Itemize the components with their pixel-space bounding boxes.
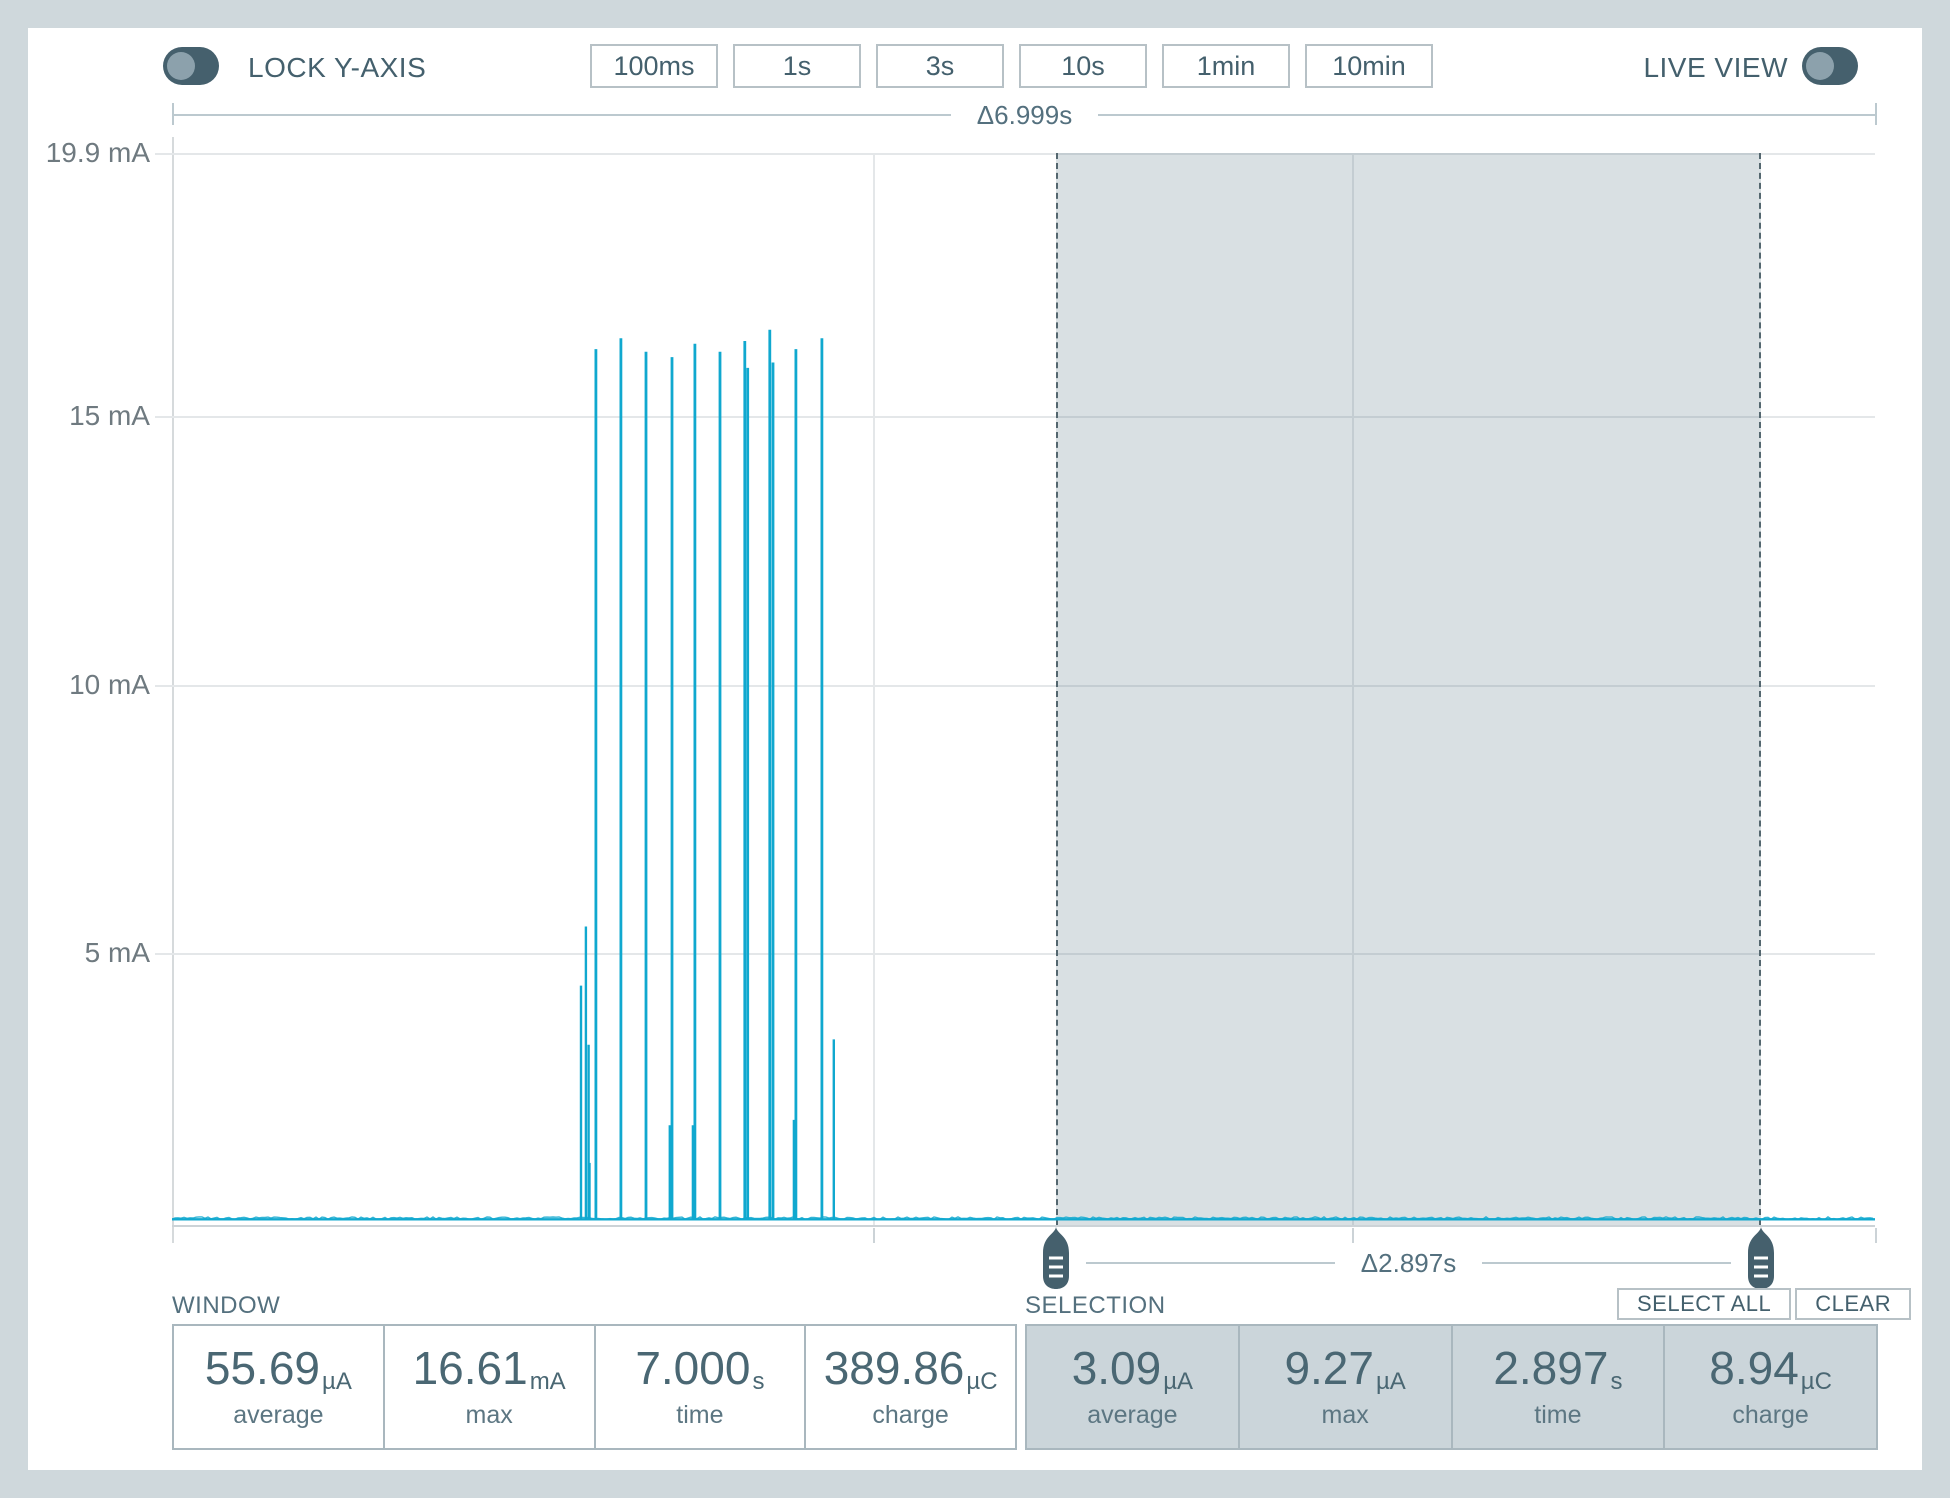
select-all-button[interactable]: SELECT ALL: [1617, 1288, 1792, 1320]
stat-charge: 8.94µC charge: [1663, 1326, 1876, 1448]
selection-region[interactable]: [1056, 153, 1761, 1225]
time-window-button-10s[interactable]: 10s: [1019, 44, 1147, 88]
stat-unit: mA: [529, 1367, 566, 1395]
y-axis-tick-label: 19.9 mA: [45, 137, 150, 168]
x-axis-tick: [873, 1228, 875, 1243]
current-chart-plot-area[interactable]: [155, 153, 1875, 1227]
gridline-15mA: [155, 416, 1875, 418]
stat-value: 7.000s: [635, 1341, 765, 1395]
stat-value: 16.61mA: [412, 1341, 566, 1395]
window-stats-row: 55.69µA average 16.61mA max 7.000s time 389.86…: [172, 1324, 1017, 1450]
stat-unit: µC: [1800, 1367, 1832, 1395]
stat-label: max: [465, 1400, 513, 1429]
ruler-end-tick: [172, 103, 174, 125]
selection-duration-label: Δ2.897s: [1360, 1247, 1457, 1278]
selection-duration-ruler: Δ2.897s: [1086, 1247, 1731, 1278]
selection-stats-row: 3.09µA average 9.27µA max 2.897s time 8.94µC ch…: [1025, 1324, 1878, 1450]
stat-time: 2.897s time: [1450, 1326, 1664, 1448]
live-view-label: LIVE VIEW: [1643, 52, 1788, 83]
lock-y-axis-label: LOCK Y-AXIS: [248, 52, 427, 83]
stat-unit: µC: [966, 1367, 998, 1395]
time-window-button-10min[interactable]: 10min: [1305, 44, 1433, 88]
gridline-19.9mA: [155, 153, 1875, 155]
window-duration-label: Δ6.999s: [976, 99, 1073, 130]
y-axis-tick-label: 5 mA: [84, 937, 150, 968]
stat-value: 8.94µC: [1709, 1341, 1832, 1395]
time-window-button-3s[interactable]: 3s: [876, 44, 1004, 88]
lock-y-axis-toggle[interactable]: [163, 47, 219, 85]
stat-value: 9.27µA: [1284, 1341, 1406, 1395]
stat-label: max: [1321, 1400, 1369, 1429]
stat-value: 2.897s: [1493, 1341, 1623, 1395]
stat-label: charge: [1732, 1400, 1809, 1429]
toggle-knob-icon: [1806, 52, 1834, 80]
time-window-button-1s[interactable]: 1s: [733, 44, 861, 88]
stat-unit: s: [1610, 1367, 1623, 1395]
chart-panel: [28, 28, 1922, 1470]
stat-time: 7.000s time: [593, 1326, 805, 1448]
ruler-line: [1086, 1262, 1335, 1264]
y-axis-tick-label: 15 mA: [69, 400, 150, 431]
selection-actions: SELECT ALL CLEAR: [1617, 1288, 1912, 1320]
y-axis-line: [172, 137, 174, 1243]
stat-unit: µA: [322, 1367, 352, 1395]
ruler-line: [1098, 114, 1877, 116]
window-section-title: WINDOW: [172, 1292, 281, 1319]
y-axis-tick-label: 10 mA: [69, 669, 150, 700]
stat-average: 3.09µA average: [1027, 1326, 1238, 1448]
time-window-button-group: 100ms 1s 3s 10s 1min 10min: [590, 44, 1433, 88]
gridline-5mA: [155, 953, 1875, 955]
vertical-gridline: [873, 153, 875, 1225]
stat-label: time: [676, 1400, 724, 1429]
stat-average: 55.69µA average: [174, 1326, 383, 1448]
stat-max: 9.27µA max: [1237, 1326, 1451, 1448]
ruler-end-tick: [1875, 103, 1877, 125]
selection-right-handle[interactable]: [1744, 1227, 1778, 1294]
stat-value: 389.86µC: [823, 1341, 998, 1395]
stat-label: charge: [872, 1400, 949, 1429]
gridline-10mA: [155, 685, 1875, 687]
stat-value: 3.09µA: [1071, 1341, 1194, 1395]
time-window-button-100ms[interactable]: 100ms: [590, 44, 718, 88]
live-view-toggle[interactable]: [1802, 47, 1858, 85]
stat-charge: 389.86µC charge: [804, 1326, 1015, 1448]
stat-label: time: [1534, 1400, 1582, 1429]
selection-left-handle[interactable]: [1039, 1227, 1073, 1294]
stat-value: 55.69µA: [204, 1341, 352, 1395]
clear-selection-button[interactable]: CLEAR: [1795, 1288, 1912, 1320]
toggle-knob-icon: [167, 52, 195, 80]
stat-unit: µA: [1375, 1367, 1406, 1395]
stat-label: average: [233, 1400, 324, 1429]
x-axis-tick: [1875, 1228, 1877, 1243]
vertical-gridline: [1352, 153, 1354, 1225]
stat-label: average: [1087, 1400, 1178, 1429]
stat-unit: s: [752, 1367, 765, 1395]
stat-unit: µA: [1163, 1367, 1194, 1395]
selection-section-title: SELECTION: [1025, 1292, 1166, 1319]
ruler-line: [1482, 1262, 1731, 1264]
ruler-line: [172, 114, 951, 116]
window-duration-ruler: Δ6.999s: [172, 99, 1877, 130]
time-window-button-1min[interactable]: 1min: [1162, 44, 1290, 88]
current-waveform: [172, 329, 1875, 1221]
stat-max: 16.61mA max: [382, 1326, 594, 1448]
x-axis-tick: [1352, 1228, 1354, 1243]
